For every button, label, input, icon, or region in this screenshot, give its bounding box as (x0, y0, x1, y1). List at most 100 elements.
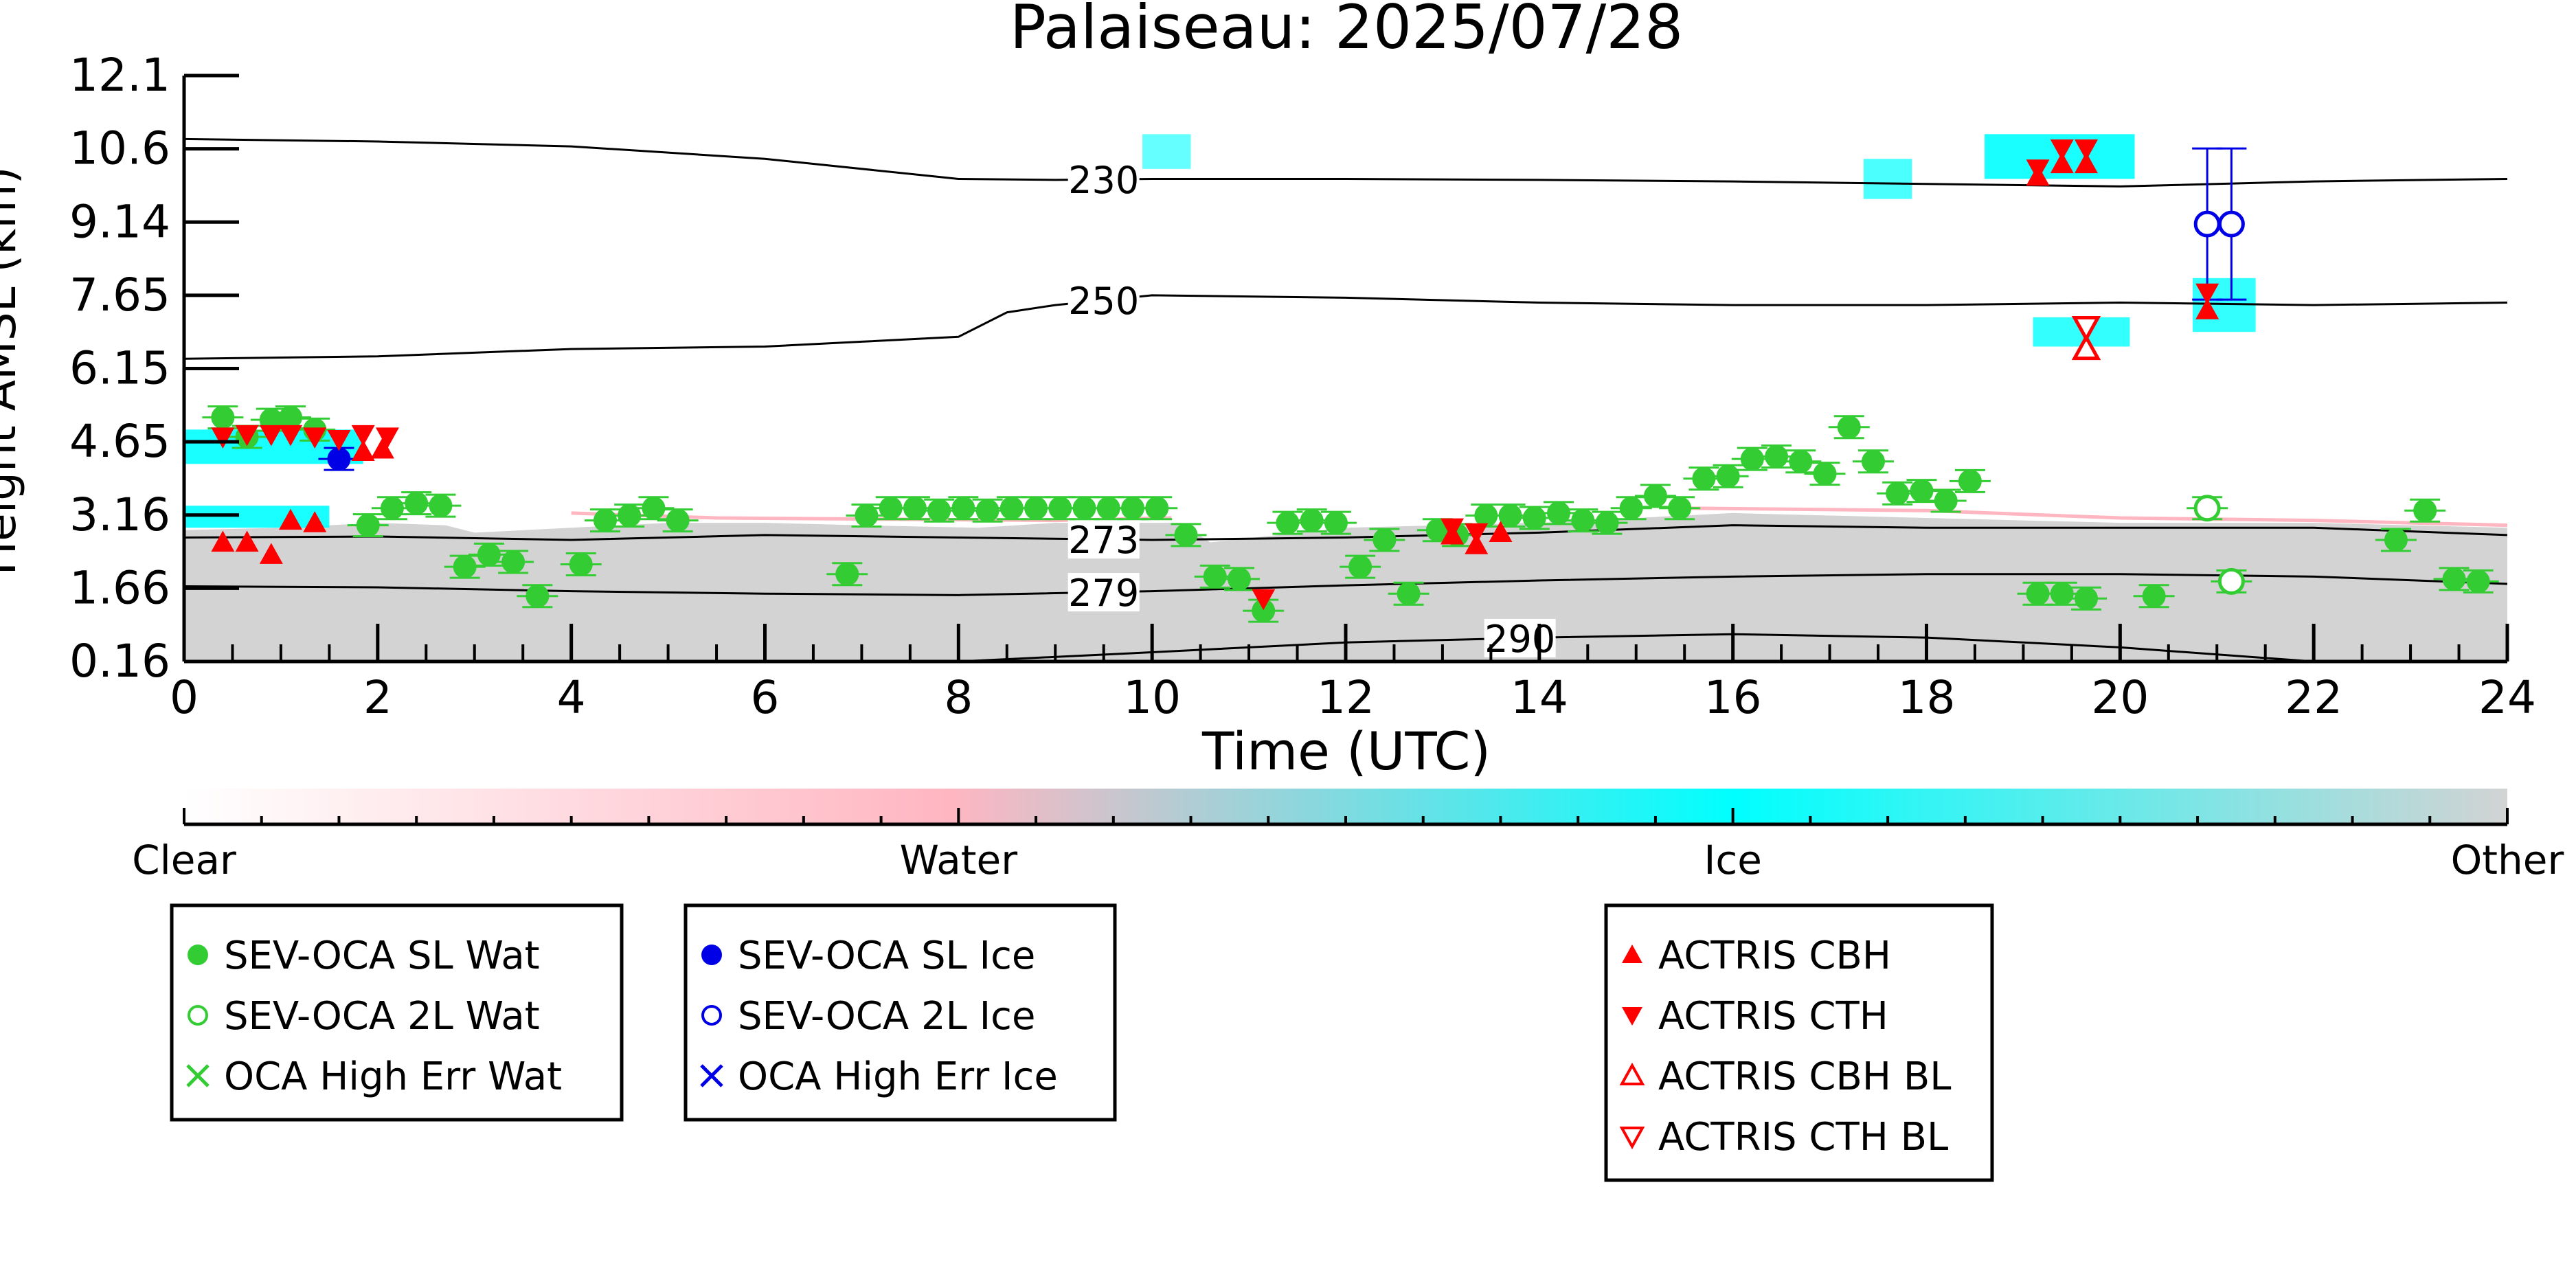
axes: 0 2 4 6 8 10 12 14 16 18 20 22 240.161.663.164.656.1… (69, 49, 2536, 724)
data-point (1372, 528, 1397, 552)
x-tick-label: 22 (2285, 671, 2342, 724)
data-point (1489, 521, 1513, 542)
colorbar-label: Clear (132, 837, 236, 883)
data-point (903, 496, 927, 520)
data-point (2075, 139, 2099, 161)
legend-entry: ACTRIS CTH BL (1658, 1115, 1948, 1160)
data-point (666, 508, 690, 532)
x-axis-label: Time (UTC) (1201, 721, 1491, 782)
y-tick-label: 4.65 (69, 415, 170, 468)
data-point (2195, 298, 2219, 319)
data-point (1789, 449, 1813, 473)
data-point (593, 508, 617, 532)
contour-label: 273 (1068, 519, 1139, 562)
data-point (2050, 582, 2074, 606)
data-point (235, 425, 259, 447)
data-point (1716, 464, 1740, 488)
data-point (279, 405, 303, 429)
data-point (1765, 444, 1789, 468)
cloud-mask-ice (1863, 159, 1912, 199)
data-point (1547, 501, 1571, 525)
data-point (1886, 482, 1910, 506)
data-point (356, 513, 380, 537)
y-axis-label: Height AMSL (km) (0, 167, 26, 576)
data-point (1397, 582, 1421, 606)
data-point (927, 499, 951, 523)
data-point (2071, 333, 2101, 361)
data-point (327, 447, 351, 471)
contour-label-bg (1067, 160, 1140, 199)
y-tick-label: 10.6 (69, 122, 170, 175)
data-point (235, 530, 259, 552)
temperature-contours: 230 250 273 279 290 (183, 137, 2508, 663)
data-point (1145, 496, 1169, 520)
contour-line-230 (183, 137, 2508, 188)
data-point (2217, 567, 2245, 595)
legend-marker (701, 945, 722, 965)
legend-entry: OCA High Err Wat (224, 1054, 562, 1099)
contour-label-bg (1067, 520, 1140, 559)
data-point (380, 496, 404, 520)
data-point (1668, 496, 1692, 520)
contour-label-bg (1484, 618, 1556, 657)
data-point (2217, 210, 2245, 238)
data-point (2026, 582, 2050, 606)
legend-box (1604, 903, 1994, 1182)
x-tick-label: 14 (1511, 671, 1568, 724)
x-tick-label: 24 (2478, 671, 2536, 724)
data-point (405, 491, 429, 515)
data-point (1300, 508, 1324, 532)
data-point (1252, 589, 1276, 611)
legend-entry: SEV-OCA SL Wat (224, 934, 540, 978)
data-point (259, 543, 283, 564)
data-point (1910, 479, 1934, 503)
data-point (1348, 555, 1372, 579)
data-point (327, 429, 351, 451)
legend-entry: OCA High Err Ice (738, 1054, 1058, 1099)
data-point (1096, 496, 1120, 520)
y-tick-label: 9.14 (69, 195, 170, 248)
data-point (279, 425, 303, 447)
legend-box (170, 903, 624, 1122)
data-point (453, 555, 477, 579)
data-point (1425, 518, 1449, 542)
x-tick-label: 6 (751, 671, 780, 724)
x-tick-label: 0 (170, 671, 199, 724)
data-point (999, 496, 1024, 520)
data-point (2384, 528, 2408, 552)
data-point (879, 496, 903, 520)
data-point (2193, 495, 2221, 522)
data-point (279, 508, 303, 530)
y-tick-label: 7.65 (69, 269, 170, 321)
data-point (211, 427, 235, 449)
x-tick-label: 8 (944, 671, 973, 724)
data-point (1934, 488, 1958, 512)
data-point (1324, 511, 1348, 535)
data-point (429, 494, 453, 518)
legend-entry: ACTRIS CBH (1658, 934, 1891, 978)
data-point (1174, 523, 1198, 547)
data-point (2466, 569, 2490, 594)
legend-marker (1622, 945, 1642, 963)
chart-title: Palaiseau: 2025/07/28 (1010, 0, 1683, 63)
legends: SEV-OCA SL Wat SEV-OCA 2L Wat OCA High Err… (170, 903, 1994, 1182)
data-point (211, 405, 235, 429)
contour-label-bg (1067, 573, 1140, 612)
data-point (2413, 499, 2437, 523)
data-point (855, 504, 879, 528)
y-tick-label: 1.66 (69, 561, 170, 614)
data-point (351, 440, 375, 462)
data-point (1465, 523, 1489, 545)
data-point (1571, 508, 1595, 532)
legend-marker (188, 1005, 208, 1026)
legend-entry: SEV-OCA 2L Wat (224, 994, 540, 1039)
data-point (2142, 584, 2166, 608)
data-point (370, 437, 394, 459)
data-point (1861, 449, 1885, 473)
cloud-mask-ice (1142, 134, 1191, 169)
data-point (2026, 159, 2050, 181)
data-point (951, 496, 975, 520)
data-point (477, 543, 501, 567)
cloud-mask-water (1684, 506, 2508, 528)
data-point (2075, 152, 2099, 174)
